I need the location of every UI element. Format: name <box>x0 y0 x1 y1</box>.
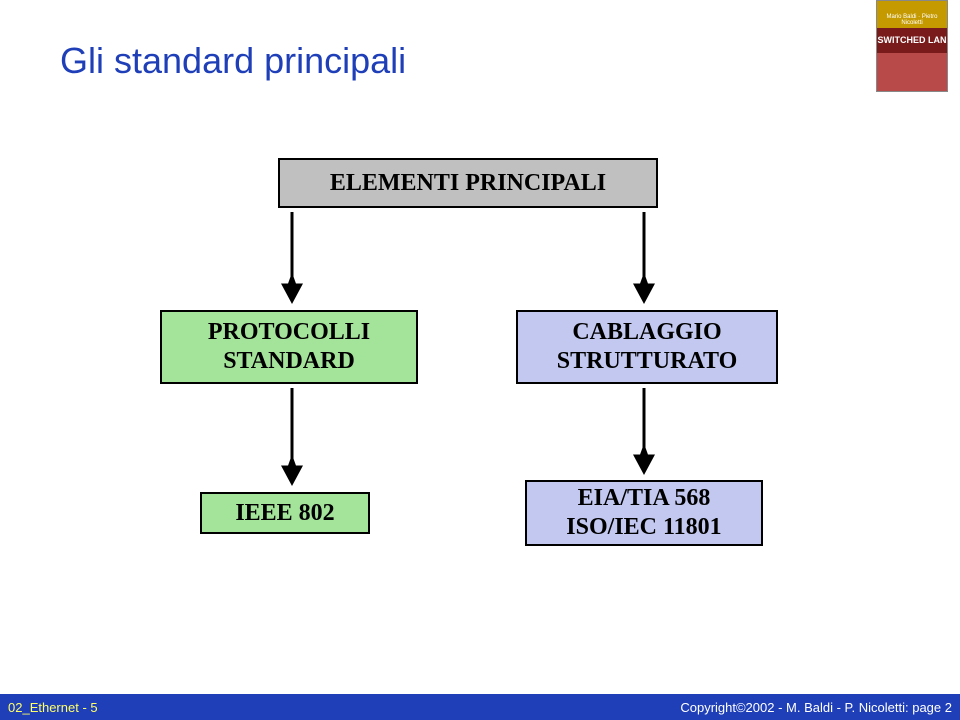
footer-right: Copyright©2002 - M. Baldi - P. Nicoletti… <box>680 700 952 715</box>
slide-title: Gli standard principali <box>60 40 406 82</box>
slide: Gli standard principali Mario Baldi · Pi… <box>0 0 960 720</box>
book-cover-icon: Mario Baldi · Pietro Nicoletti SWITCHED … <box>876 0 948 92</box>
book-author: Mario Baldi · Pietro Nicoletti <box>877 1 947 28</box>
arrows-layer <box>0 0 960 720</box>
book-title: SWITCHED LAN <box>877 28 947 53</box>
arrow-head-2 <box>281 455 303 487</box>
box-ieee-802: IEEE 802 <box>200 492 370 534</box>
box-elementi-principali: ELEMENTI PRINCIPALI <box>278 158 658 208</box>
footer-bar: 02_Ethernet - 5 Copyright©2002 - M. Bald… <box>0 694 960 720</box>
box-protocolli-standard: PROTOCOLLI STANDARD <box>160 310 418 384</box>
arrow-head-0 <box>281 273 303 305</box>
box-eia-tia-568: EIA/TIA 568 ISO/IEC 11801 <box>525 480 763 546</box>
box-cablaggio-strutturato: CABLAGGIO STRUTTURATO <box>516 310 778 384</box>
footer-left: 02_Ethernet - 5 <box>8 700 98 715</box>
book-bottom <box>877 53 947 91</box>
arrow-head-1 <box>633 273 655 305</box>
arrow-head-3 <box>633 444 655 476</box>
